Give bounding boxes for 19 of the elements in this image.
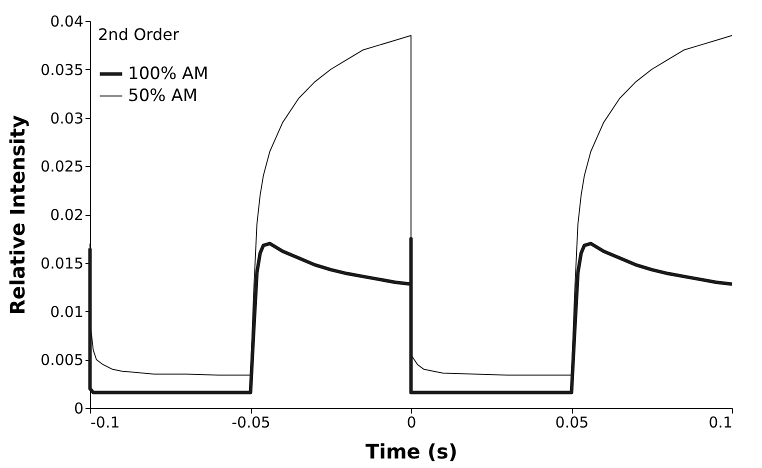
y-tick-label: 0.03 xyxy=(50,109,84,128)
x-tick-label: -0.05 xyxy=(232,414,270,432)
y-tick-label: 0.01 xyxy=(50,302,84,321)
y-tick-label: 0.005 xyxy=(40,351,84,370)
x-tick-label: 0.1 xyxy=(708,414,732,432)
y-axis-title: Relative Intensity xyxy=(6,115,30,315)
legend-label: 100% AM xyxy=(128,64,208,84)
y-tick-label: 0.02 xyxy=(50,206,84,224)
x-tick-label: 0 xyxy=(406,414,416,432)
x-tick-label: -0.1 xyxy=(90,414,120,432)
y-tick-label: 0.015 xyxy=(40,254,84,272)
x-tick-label: 0.05 xyxy=(555,414,589,432)
y-tick-label: 0.025 xyxy=(40,158,84,176)
annotation: 2nd Order xyxy=(98,25,180,44)
x-axis-title: Time (s) xyxy=(365,440,458,464)
y-tick-label: 0.035 xyxy=(40,60,84,79)
legend-label: 50% AM xyxy=(128,86,198,106)
y-tick-label: 0 xyxy=(74,400,84,418)
y-tick-label: 0.04 xyxy=(50,12,84,30)
